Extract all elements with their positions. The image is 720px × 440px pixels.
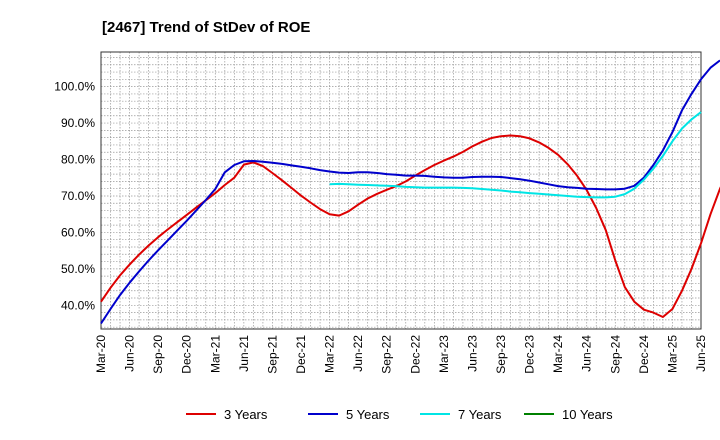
- legend-item-3: 7 Years: [420, 407, 502, 422]
- legend-label: 10 Years: [562, 407, 613, 422]
- legend-label: 7 Years: [458, 407, 502, 422]
- legend-item-4: 10 Years: [524, 407, 613, 422]
- plot-border: [100, 51, 702, 330]
- y-tick-label: 100.0%: [54, 80, 95, 94]
- x-tick-label: Mar-21: [208, 335, 222, 373]
- x-tick-label: Jun-22: [351, 335, 365, 372]
- legend-item-1: 3 Years: [186, 407, 268, 422]
- x-tick-label: Jun-24: [580, 335, 594, 372]
- series-layer: [100, 59, 720, 325]
- x-tick-label: Mar-25: [665, 335, 679, 373]
- legend: 3 Years 5 Years 7 Years 10 Years: [186, 407, 613, 422]
- x-tick-label: Dec-20: [180, 335, 194, 374]
- series-line-1: [100, 134, 720, 318]
- y-tick-label: 70.0%: [61, 189, 95, 203]
- x-tick-label: Sep-21: [265, 335, 279, 374]
- x-tick-label: Dec-23: [523, 335, 537, 374]
- x-tick-label: Jun-20: [123, 335, 137, 372]
- series-line-3: [329, 111, 702, 199]
- x-tick-label: Mar-23: [437, 335, 451, 373]
- x-tick-label: Mar-24: [551, 335, 565, 373]
- x-tick-label: Dec-22: [408, 335, 422, 374]
- plot-area: [101, 52, 701, 329]
- x-tick-label: Jun-25: [694, 335, 708, 372]
- x-tick-label: Mar-22: [323, 335, 337, 373]
- x-tick-label: Sep-20: [151, 335, 165, 374]
- x-tick-label: Sep-23: [494, 335, 508, 374]
- y-axis: 40.0% 50.0% 60.0% 70.0% 80.0% 90.0% 100.0%: [54, 80, 95, 313]
- y-tick-label: 40.0%: [61, 298, 95, 312]
- chart-title: [2467] Trend of StDev of ROE: [102, 19, 310, 36]
- y-tick-label: 50.0%: [61, 262, 95, 276]
- x-tick-label: Dec-24: [637, 335, 651, 374]
- x-tick-label: Sep-24: [608, 335, 622, 374]
- y-tick-label: 80.0%: [61, 153, 95, 167]
- grid: [101, 52, 701, 329]
- y-tick-label: 90.0%: [61, 116, 95, 130]
- series-line-2: [100, 59, 720, 325]
- legend-label: 5 Years: [346, 407, 390, 422]
- x-tick-label: Dec-21: [294, 335, 308, 374]
- x-tick-label: Jun-23: [465, 335, 479, 372]
- x-axis: Mar-20 Jun-20 Sep-20 Dec-20 Mar-21 Jun-21 Sep-…: [94, 335, 708, 374]
- legend-label: 3 Years: [224, 407, 268, 422]
- x-tick-label: Sep-22: [380, 335, 394, 374]
- legend-item-2: 5 Years: [308, 407, 390, 422]
- x-tick-label: Jun-21: [237, 335, 251, 372]
- x-tick-label: Mar-20: [94, 335, 108, 373]
- y-tick-label: 60.0%: [61, 225, 95, 239]
